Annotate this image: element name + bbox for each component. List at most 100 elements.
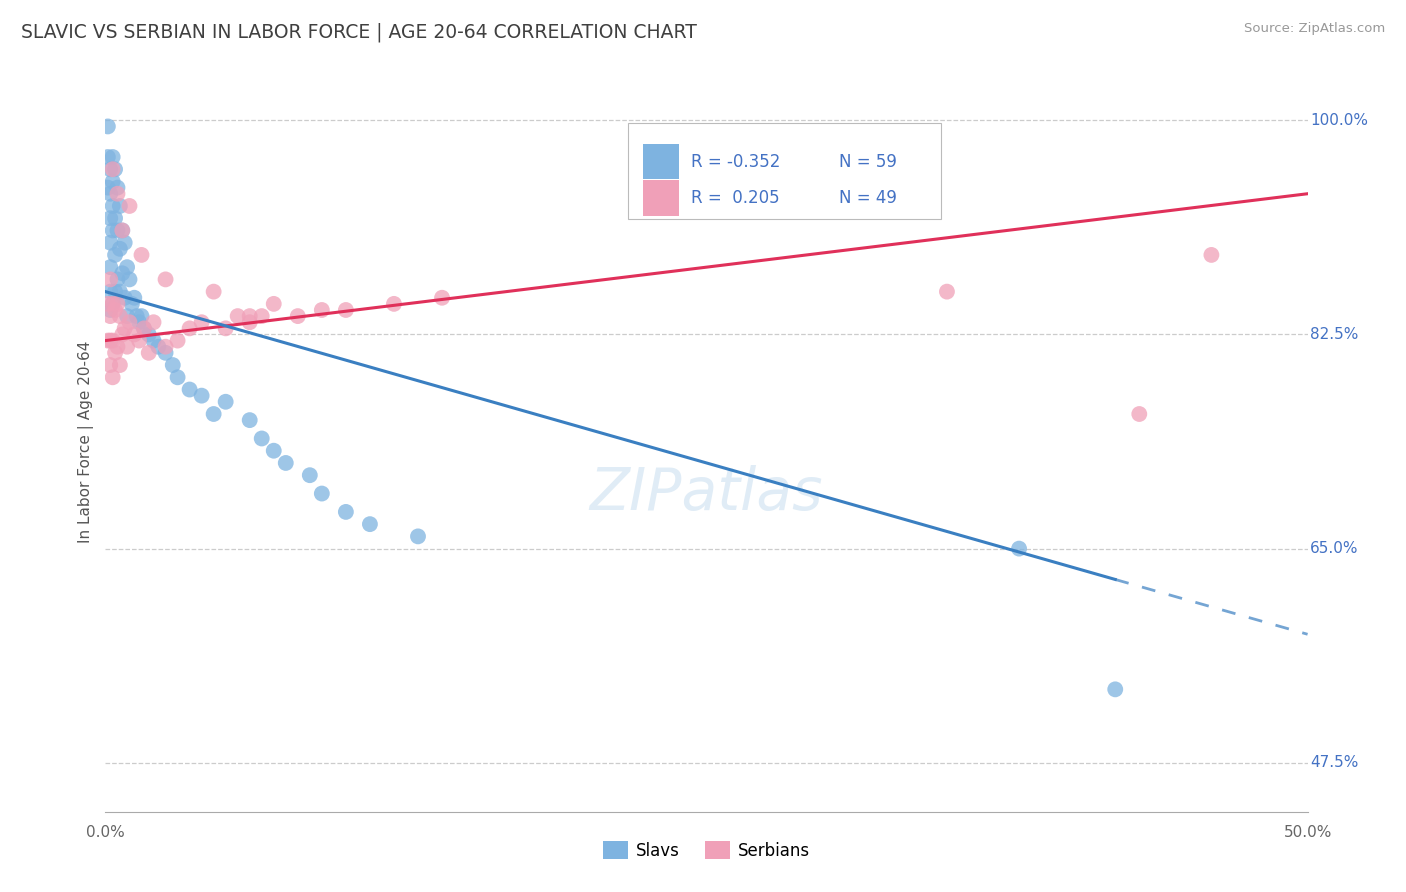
Point: [118, 199, 141, 213]
Point: [131, 309, 153, 323]
Point: [382, 297, 405, 311]
Point: [155, 346, 177, 360]
Y-axis label: In Labor Force | Age 20-64: In Labor Force | Age 20-64: [79, 341, 94, 542]
Point: [166, 334, 188, 348]
Point: [111, 266, 134, 280]
Point: [1128, 407, 1150, 421]
Text: SLAVIC VS SERBIAN IN LABOR FORCE | AGE 20-64 CORRELATION CHART: SLAVIC VS SERBIAN IN LABOR FORCE | AGE 2…: [21, 22, 697, 42]
Point: [155, 340, 177, 354]
Point: [239, 315, 262, 329]
Point: [263, 297, 285, 311]
Legend: Slavs, Serbians: Slavs, Serbians: [596, 835, 817, 866]
Point: [104, 211, 127, 226]
Point: [111, 223, 134, 237]
Point: [114, 291, 136, 305]
Bar: [643, 180, 679, 216]
Text: ZIPatlas: ZIPatlas: [589, 465, 824, 522]
Point: [97, 297, 120, 311]
Point: [190, 315, 212, 329]
Text: N = 49: N = 49: [839, 189, 897, 207]
Point: [98, 186, 121, 201]
Point: [111, 223, 134, 237]
Text: 100.0%: 100.0%: [1310, 112, 1368, 128]
Point: [1201, 248, 1223, 262]
Point: [155, 272, 177, 286]
Point: [124, 291, 146, 305]
Point: [108, 309, 131, 323]
Point: [406, 529, 429, 543]
Point: [98, 285, 121, 299]
Point: [98, 260, 121, 275]
Point: [128, 315, 150, 329]
Point: [101, 199, 124, 213]
Point: [132, 321, 155, 335]
Point: [107, 272, 129, 286]
Point: [125, 309, 148, 323]
Point: [263, 443, 285, 458]
Point: [104, 248, 127, 262]
Point: [214, 394, 236, 409]
Point: [108, 199, 131, 213]
Point: [142, 334, 165, 348]
Point: [107, 297, 129, 311]
Point: [335, 303, 357, 318]
Point: [214, 321, 236, 335]
Point: [250, 432, 273, 446]
Point: [101, 223, 124, 237]
Point: [98, 235, 121, 250]
Point: [335, 505, 357, 519]
Point: [101, 297, 124, 311]
Point: [101, 297, 124, 311]
Point: [101, 370, 124, 384]
Point: [121, 297, 143, 311]
Point: [166, 370, 188, 384]
Point: [128, 334, 150, 348]
Point: [131, 248, 153, 262]
Point: [97, 150, 120, 164]
Text: N = 59: N = 59: [839, 153, 897, 170]
Point: [114, 235, 136, 250]
Point: [104, 285, 127, 299]
Point: [239, 413, 262, 427]
Point: [115, 260, 138, 275]
Point: [97, 120, 120, 134]
Text: R =  0.205: R = 0.205: [690, 189, 779, 207]
Point: [311, 486, 333, 500]
Point: [104, 162, 127, 177]
Point: [115, 309, 138, 323]
Text: Source: ZipAtlas.com: Source: ZipAtlas.com: [1244, 22, 1385, 36]
Point: [162, 358, 184, 372]
Point: [107, 223, 129, 237]
Point: [108, 242, 131, 256]
Point: [190, 389, 212, 403]
Point: [107, 340, 129, 354]
Point: [98, 272, 121, 286]
Point: [108, 285, 131, 299]
Point: [202, 407, 225, 421]
Point: [111, 327, 134, 342]
Point: [179, 321, 201, 335]
Point: [132, 321, 155, 335]
Point: [101, 150, 124, 164]
Point: [138, 327, 160, 342]
Text: 65.0%: 65.0%: [1310, 541, 1358, 556]
Point: [250, 309, 273, 323]
Point: [98, 309, 121, 323]
Point: [142, 315, 165, 329]
Point: [104, 303, 127, 318]
Text: 82.5%: 82.5%: [1310, 327, 1358, 342]
Point: [97, 334, 120, 348]
Point: [430, 291, 453, 305]
Text: 47.5%: 47.5%: [1310, 756, 1358, 771]
Point: [287, 309, 309, 323]
Point: [138, 346, 160, 360]
Point: [202, 285, 225, 299]
FancyBboxPatch shape: [628, 123, 941, 219]
Point: [108, 358, 131, 372]
Bar: [643, 144, 679, 179]
Point: [311, 303, 333, 318]
Point: [101, 334, 124, 348]
Point: [1104, 682, 1126, 697]
Point: [115, 340, 138, 354]
Point: [298, 468, 321, 483]
